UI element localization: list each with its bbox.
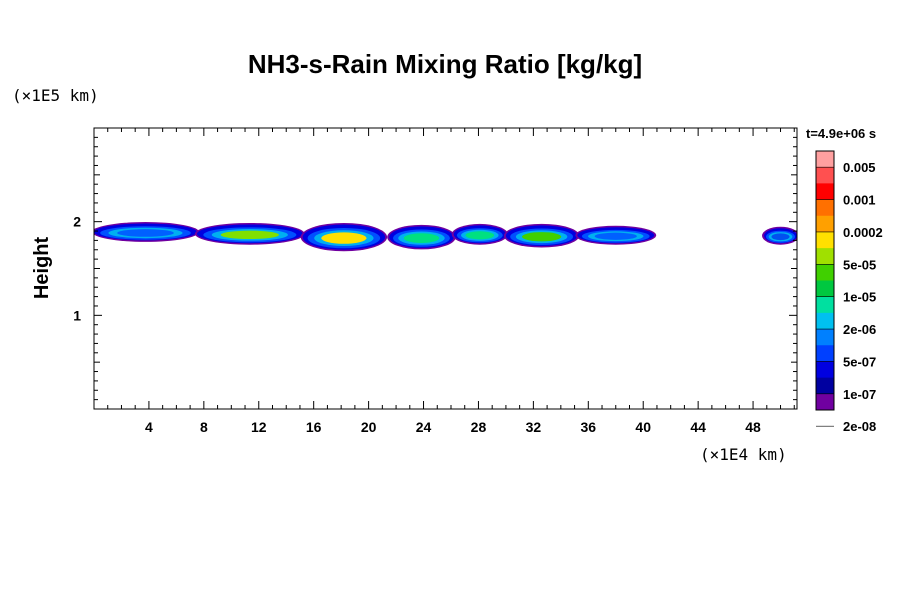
- colorbar-label: 0.0002: [843, 225, 883, 240]
- plot-background: [94, 128, 797, 409]
- y-tick-label: 2: [73, 214, 81, 230]
- colorbar-swatch: [816, 183, 834, 201]
- x-tick-label: 40: [635, 419, 651, 435]
- cloud-blob-7: [575, 225, 657, 245]
- contour-peak: [771, 233, 790, 241]
- colorbar-label: 2e-06: [843, 322, 876, 337]
- colorbar-swatch: [816, 231, 834, 249]
- colorbar-swatch: [816, 345, 834, 362]
- colorbar-swatch: [816, 280, 834, 298]
- cloud-blob-2: [194, 222, 305, 245]
- colorbar-label: 0.001: [843, 193, 876, 208]
- x-tick-label: 8: [200, 419, 208, 435]
- colorbar-label: 5e-07: [843, 354, 876, 369]
- x-tick-label: 4: [145, 419, 153, 435]
- colorbar-label: 1e-07: [843, 387, 876, 402]
- colorbar-swatch: [816, 151, 834, 168]
- cloud-blob-3: [300, 222, 388, 252]
- cloud-band-1: [94, 222, 199, 242]
- colorbar-swatch: [816, 377, 834, 395]
- colorbar-swatch: [816, 393, 834, 411]
- colorbar: 0.005 0.001 0.0002 5e-05 1e-05 2e-06 5e-07 1e-0…: [815, 150, 883, 434]
- time-label: t=4.9e+06 s: [806, 126, 876, 141]
- x-tick-label: 12: [251, 419, 267, 435]
- x-tick-label: 20: [361, 419, 377, 435]
- contour-peak: [117, 229, 174, 237]
- chart-title: NH3-s-Rain Mixing Ratio [kg/kg]: [248, 49, 642, 79]
- colorbar-swatch: [816, 361, 834, 379]
- cloud-blob-5: [451, 223, 508, 245]
- x-tick-label: 24: [416, 419, 432, 435]
- colorbar-label: 5e-05: [843, 257, 876, 272]
- contour-peak: [521, 232, 562, 242]
- x-tick-label: 44: [690, 419, 706, 435]
- colorbar-swatch: [816, 248, 834, 265]
- x-tick-label: 16: [306, 419, 322, 435]
- cloud-blob-4: [387, 224, 456, 250]
- contour-peak: [220, 230, 279, 240]
- cloud-layer: [94, 222, 797, 252]
- contour-peak: [403, 233, 440, 243]
- colorbar-swatch: [816, 215, 834, 233]
- colorbar-swatch: [816, 296, 834, 314]
- colorbar-label: 1e-05: [843, 290, 876, 305]
- x-tick-label: 36: [581, 419, 597, 435]
- y-unit-label: (×1E5 km): [12, 86, 99, 105]
- cloud-blob-6: [503, 223, 580, 248]
- y-axis-label: Height: [31, 237, 53, 300]
- colorbar-swatch: [816, 167, 834, 184]
- colorbar-frame: [815, 150, 835, 411]
- colorbar-label: 0.005: [843, 160, 876, 175]
- y-tick-label: 1: [73, 307, 81, 323]
- plot-area: 4 8 12 16 20 24 28 32 36 40 44 48 12: [73, 127, 798, 435]
- contour-peak: [465, 231, 495, 240]
- cloud-blob-8: [762, 226, 797, 245]
- x-tick-label: 48: [745, 419, 761, 435]
- colorbar-label: 2e-08: [843, 419, 876, 434]
- contour-peak: [594, 232, 637, 240]
- colorbar-swatch: [816, 199, 834, 217]
- colorbar-swatch: [816, 312, 834, 330]
- x-axis: 4 8 12 16 20 24 28 32 36 40 44 48: [107, 128, 795, 435]
- y-axis: 12: [73, 136, 797, 401]
- x-tick-label: 28: [471, 419, 487, 435]
- x-tick-label: 32: [526, 419, 542, 435]
- colorbar-swatch: [816, 329, 834, 346]
- contour-peak: [321, 232, 367, 244]
- x-unit-label: (×1E4 km): [700, 445, 787, 464]
- colorbar-swatch: [816, 264, 834, 281]
